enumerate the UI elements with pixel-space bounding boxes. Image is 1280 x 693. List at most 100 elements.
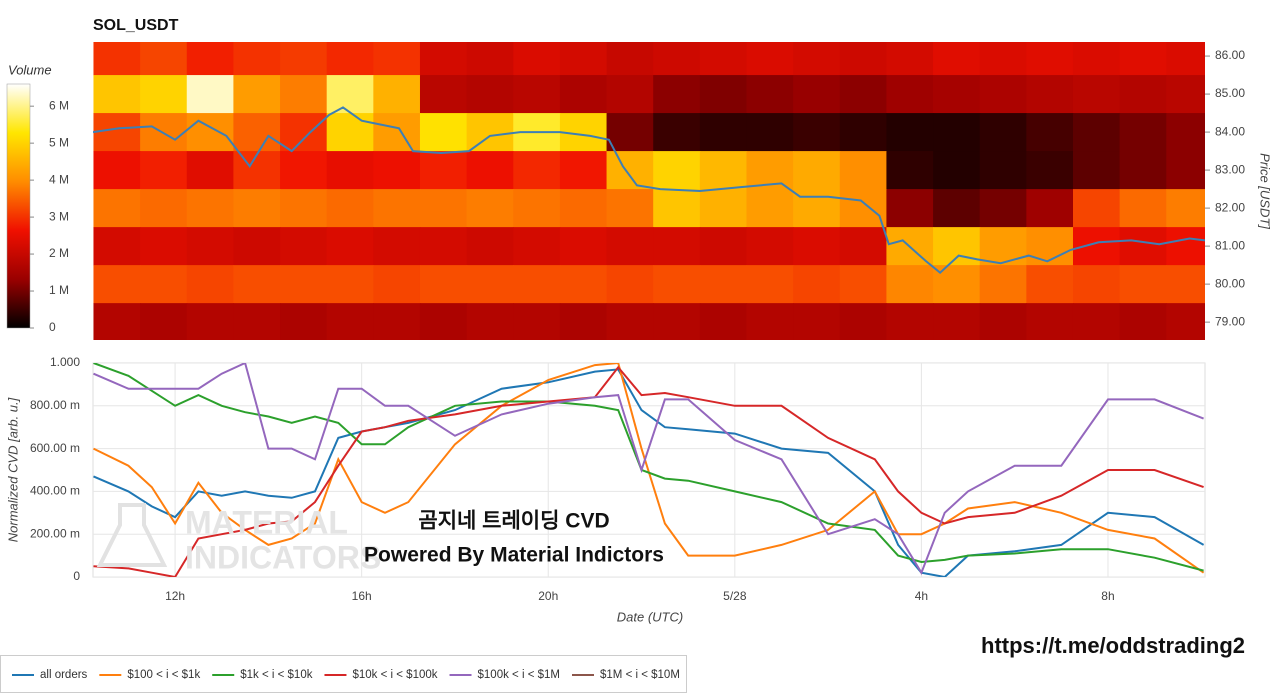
heat-cell <box>559 75 608 114</box>
y-axis-label: Normalized CVD [arb. u.] <box>5 397 20 542</box>
heat-cell <box>979 227 1027 266</box>
heat-cell <box>886 303 934 340</box>
heat-cell <box>606 265 654 304</box>
heat-cell <box>653 151 701 190</box>
heat-cell <box>466 227 514 266</box>
heat-cell <box>93 227 141 266</box>
watermark: MATERIAL INDICATORS <box>96 503 381 575</box>
heat-cell <box>93 303 141 340</box>
heat-cell <box>233 265 281 304</box>
heat-cell <box>793 151 841 190</box>
heat-cell <box>466 113 514 152</box>
heat-cell <box>979 42 1027 76</box>
y-tick-label: 800.00 m <box>30 398 80 412</box>
heat-cell <box>419 151 468 190</box>
heat-cell <box>559 42 608 76</box>
heat-cell <box>466 151 514 190</box>
heat-cell <box>1166 265 1205 304</box>
colorbar-tick-label: 0 <box>49 320 56 334</box>
colorbar-tick-label: 1 M <box>49 283 69 297</box>
heat-cell <box>1072 75 1121 114</box>
heat-cell <box>1119 151 1167 190</box>
heat-cell <box>513 75 561 114</box>
watermark-text: MATERIAL <box>185 504 348 540</box>
heat-cell <box>699 227 748 266</box>
heat-cell <box>1119 113 1167 152</box>
heat-cell <box>839 227 888 266</box>
y-tick-label: 84.00 <box>1215 124 1245 138</box>
heat-cell <box>513 151 561 190</box>
heat-cell <box>699 151 748 190</box>
y-tick-label: 0 <box>73 569 80 583</box>
heat-cell <box>326 75 374 114</box>
heat-cell <box>326 265 374 304</box>
heat-cell <box>513 303 561 340</box>
heat-cell <box>933 227 981 266</box>
heat-cell <box>419 75 468 114</box>
colorbar-tick-label: 3 M <box>49 209 69 223</box>
annotation: Powered By Material Indictors <box>364 544 664 567</box>
heat-cell <box>1119 189 1167 228</box>
watermark-text: INDICATORS <box>185 539 381 575</box>
heat-cell <box>93 189 141 228</box>
heatmap-plot <box>93 42 1205 340</box>
heat-cell <box>140 189 188 228</box>
heat-cell <box>140 151 188 190</box>
heat-cell <box>559 303 608 340</box>
legend-label: $10k < i < $100k <box>352 669 437 681</box>
heat-cell <box>746 113 794 152</box>
heat-cell <box>1026 42 1074 76</box>
heat-cell <box>1166 303 1205 340</box>
heat-cell <box>699 113 748 152</box>
legend-label: $100 < i < $1k <box>127 669 200 681</box>
heat-cell <box>466 265 514 304</box>
heat-cell <box>419 189 468 228</box>
x-tick-label: 8h <box>1101 589 1114 603</box>
heat-cell <box>1026 113 1074 152</box>
heat-cell <box>140 42 188 76</box>
heat-cell <box>653 113 701 152</box>
heat-cell <box>793 189 841 228</box>
colorbar-title: Volume <box>8 62 52 77</box>
footer-link[interactable]: https://t.me/oddstrading2 <box>981 633 1245 658</box>
cvd-line <box>93 368 1205 577</box>
heat-cell <box>1119 227 1167 266</box>
heat-cell <box>839 113 888 152</box>
y-tick-label: 200.00 m <box>30 526 80 540</box>
heat-cell <box>280 151 328 190</box>
heat-cell <box>373 227 421 266</box>
heat-cell <box>419 42 468 76</box>
heat-cell <box>746 265 794 304</box>
heat-cell <box>513 227 561 266</box>
heat-cell <box>746 189 794 228</box>
heat-cell <box>933 303 981 340</box>
x-tick-label: 12h <box>165 589 185 603</box>
heat-cell <box>979 113 1027 152</box>
heat-cell <box>933 151 981 190</box>
heat-cell <box>419 227 468 266</box>
annotation: 곰지네 트레이딩 CVD <box>418 510 609 533</box>
heat-cell <box>1166 42 1205 76</box>
heat-cell <box>373 265 421 304</box>
heat-cell <box>1119 265 1167 304</box>
heat-cell <box>513 265 561 304</box>
heat-cell <box>466 42 514 76</box>
heat-cell <box>186 113 234 152</box>
heat-cell <box>1119 75 1167 114</box>
heat-cell <box>1026 75 1074 114</box>
heat-cell <box>93 42 141 76</box>
legend-label: all orders <box>40 669 88 681</box>
x-tick-label: 16h <box>352 589 372 603</box>
heat-cell <box>1026 189 1074 228</box>
chart-title: SOL_USDT <box>93 17 179 34</box>
y-tick-label: 82.00 <box>1215 200 1245 214</box>
heat-cell <box>839 303 888 340</box>
heat-cell <box>1166 189 1205 228</box>
heat-cell <box>606 189 654 228</box>
heat-cell <box>839 151 888 190</box>
y-tick-label: 1.000 <box>50 355 80 369</box>
heat-cell <box>933 113 981 152</box>
heat-cell <box>839 189 888 228</box>
cvd-plot <box>93 363 1205 577</box>
heat-cell <box>979 151 1027 190</box>
